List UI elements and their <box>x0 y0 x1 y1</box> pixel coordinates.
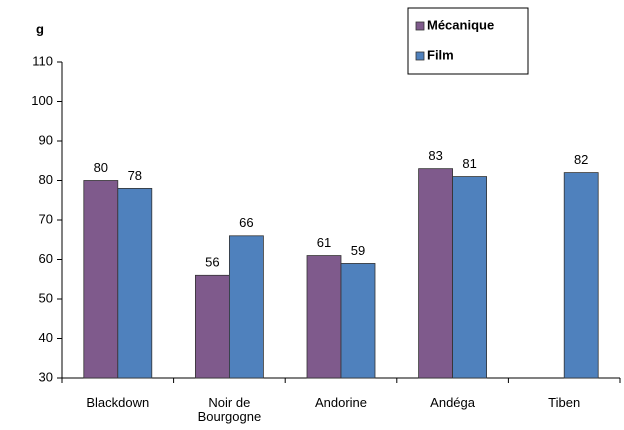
x-tick-label: Andorine <box>314 395 368 410</box>
bar <box>83 180 119 379</box>
bar <box>228 235 264 379</box>
data-label: 81 <box>462 156 476 171</box>
data-label: 61 <box>317 235 331 250</box>
y-tick-label: 100 <box>31 93 53 108</box>
x-tick-label: Andéga <box>430 395 475 410</box>
y-tick-label: 60 <box>39 251 53 266</box>
legend-label: Film <box>427 47 454 62</box>
bar <box>452 176 488 379</box>
bar <box>340 263 376 379</box>
data-label: 59 <box>351 243 365 258</box>
y-tick-label: 80 <box>39 172 53 187</box>
bar <box>418 168 454 379</box>
y-tick-label: 50 <box>39 290 53 305</box>
bar <box>563 172 599 379</box>
y-tick-label: 40 <box>39 330 53 345</box>
legend-swatch <box>415 51 425 61</box>
x-tick-label: Blackdown <box>86 395 150 410</box>
data-label: 56 <box>205 255 219 270</box>
data-label: 78 <box>128 168 142 183</box>
legend-label: Mécanique <box>427 17 494 32</box>
bar <box>306 255 342 379</box>
data-label: 83 <box>428 148 442 163</box>
data-label: 82 <box>574 152 588 167</box>
data-label: 66 <box>239 215 253 230</box>
bar <box>194 274 230 379</box>
x-tick-label: Noir de Bourgogne <box>197 395 262 424</box>
y-tick-label: 90 <box>39 132 53 147</box>
y-tick-label: 30 <box>39 369 53 384</box>
bar <box>117 187 153 379</box>
y-tick-label: 110 <box>32 53 53 68</box>
data-label: 80 <box>94 160 108 175</box>
y-axis-unit: g <box>36 21 44 36</box>
legend-box <box>407 7 529 75</box>
x-tick-label: Tiben <box>548 395 581 410</box>
y-tick-label: 70 <box>39 211 53 226</box>
legend-swatch <box>415 21 425 31</box>
